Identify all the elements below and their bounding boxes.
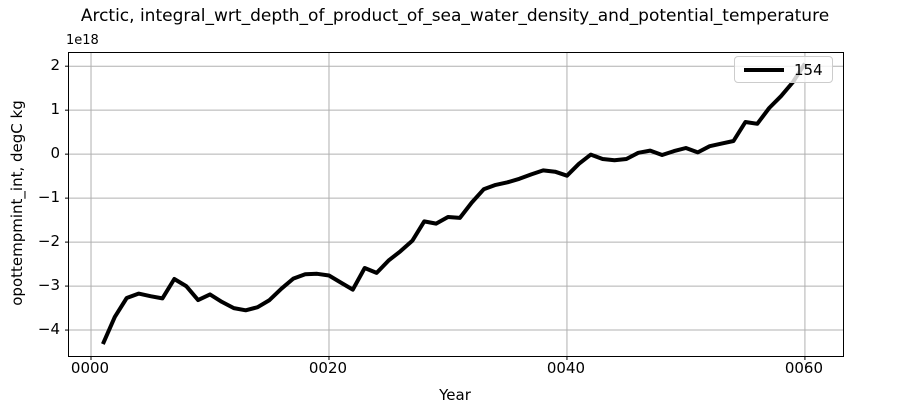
x-tick-label: 0000 bbox=[70, 359, 110, 377]
chart-title: Arctic, integral_wrt_depth_of_product_of… bbox=[80, 6, 830, 26]
x-tick-label: 0020 bbox=[308, 359, 348, 377]
y-tick-label: −3 bbox=[37, 276, 60, 295]
y-axis-offset-text: 1e18 bbox=[66, 33, 99, 48]
plot-area: 154 bbox=[65, 52, 844, 360]
legend: 154 bbox=[734, 56, 833, 83]
legend-label: 154 bbox=[794, 60, 823, 79]
y-tick-label: 2 bbox=[50, 56, 60, 75]
data-series-line bbox=[101, 62, 807, 345]
y-tick-label: −2 bbox=[37, 232, 60, 251]
x-tick-label: 0040 bbox=[546, 359, 586, 377]
x-tick-label: 0060 bbox=[784, 359, 824, 377]
legend-line-sample bbox=[744, 67, 784, 72]
plot-canvas bbox=[65, 53, 843, 360]
y-tick-label: 1 bbox=[50, 100, 60, 119]
y-tick-label: −4 bbox=[37, 320, 60, 339]
x-axis-label: Year bbox=[439, 386, 471, 404]
y-tick-label: −1 bbox=[37, 188, 60, 207]
y-tick-label: 0 bbox=[50, 144, 60, 163]
